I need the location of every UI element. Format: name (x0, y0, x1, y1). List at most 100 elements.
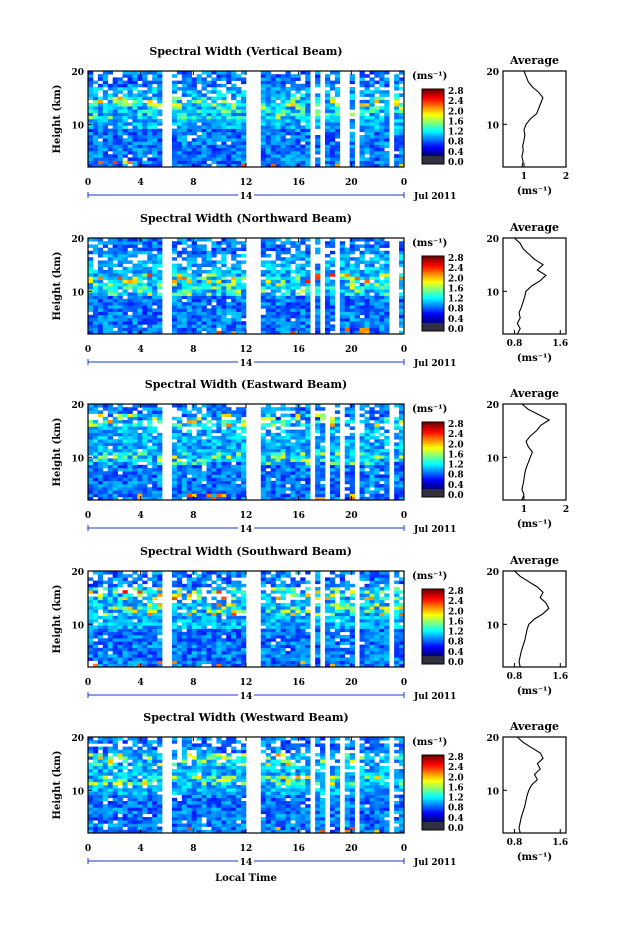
heatmap-cell (231, 282, 237, 287)
heatmap-cell (334, 109, 341, 113)
heatmap-cell (359, 260, 365, 264)
heatmap-cell (102, 157, 109, 161)
heatmap-cell (290, 487, 296, 491)
heatmap-cell (176, 292, 183, 296)
heatmap-cell (181, 436, 188, 440)
heatmap-cell (236, 474, 242, 478)
heatmap-cell (379, 270, 385, 274)
heatmap-cell (226, 442, 232, 446)
heatmap-cell (384, 493, 390, 498)
heatmap-cell (132, 266, 138, 271)
heatmap-cell (241, 122, 247, 126)
heatmap-cell (325, 295, 331, 300)
heatmap-cell (364, 445, 370, 450)
colorbar-step (422, 267, 444, 270)
heatmap-cell (329, 106, 336, 110)
heatmap-cell (176, 254, 183, 258)
heatmap-cell (369, 455, 375, 459)
profile-frame (502, 237, 567, 335)
heatmap-cell (384, 270, 390, 274)
heatmap-cell (176, 426, 183, 430)
heatmap-cell (305, 250, 311, 255)
heatmap-cell (359, 257, 365, 261)
heatmap-cell (231, 74, 237, 78)
heatmap-cell (181, 464, 188, 469)
heatmap-cell (176, 128, 183, 133)
heatmap-cell (384, 407, 390, 411)
heatmap-cell (325, 244, 331, 248)
heatmap-cell (112, 103, 118, 107)
heatmap-cell (300, 448, 306, 453)
heatmap-cell (295, 324, 301, 328)
colorbar-step (422, 120, 444, 123)
heatmap-cell (290, 270, 296, 274)
heatmap-cell (221, 99, 227, 104)
heatmap-cell (280, 314, 286, 319)
heatmap-cell (359, 295, 365, 300)
heatmap-cell (152, 474, 158, 478)
heatmap-cell (206, 163, 212, 168)
heatmap-cell (369, 154, 375, 158)
heatmap-cell (92, 289, 99, 293)
heatmap-cell (107, 99, 113, 104)
heatmap-cell (359, 80, 365, 85)
heatmap-cell (305, 87, 311, 91)
heatmap-cell (137, 436, 143, 440)
heatmap-cell (226, 327, 232, 332)
heatmap-cell (374, 321, 380, 325)
heatmap-cell (226, 292, 232, 296)
heatmap-cell (305, 131, 311, 136)
heatmap-cell (369, 295, 375, 300)
heatmap-cell (325, 327, 331, 332)
heatmap-cell (147, 270, 153, 274)
heatmap-cell (142, 115, 148, 120)
heatmap-cell (171, 571, 178, 575)
heatmap-cell (374, 119, 380, 123)
heatmap-cell (206, 436, 212, 440)
heatmap-cell (142, 660, 148, 665)
heatmap-cell (176, 138, 183, 142)
heatmap-cell (280, 141, 286, 145)
heatmap-cell (236, 455, 242, 459)
heatmap-cell (152, 157, 158, 161)
heatmap-cell (206, 279, 212, 284)
heatmap-cell (201, 458, 207, 462)
heatmap-cell (231, 77, 237, 81)
heatmap-cell (117, 295, 123, 300)
colorbar-step (422, 464, 444, 468)
heatmap-cell (216, 436, 222, 440)
panel-title: Spectral Width (Eastward Beam) (145, 378, 347, 391)
heatmap-cell (216, 410, 222, 414)
heatmap-cell (280, 128, 286, 133)
heatmap-cell (171, 606, 178, 610)
heatmap-cell (349, 90, 355, 94)
heatmap-cell (88, 96, 94, 101)
heatmap-cell (157, 318, 163, 322)
heatmap-cell (127, 286, 133, 290)
heatmap-cell (379, 119, 385, 123)
heatmap-cell (176, 471, 183, 475)
heatmap-cell (305, 154, 311, 158)
heatmap-cell (265, 273, 271, 277)
heatmap-cell (147, 330, 153, 335)
heatmap-cell (349, 452, 355, 456)
heatmap-cell (300, 318, 306, 322)
heatmap-cell (315, 276, 321, 280)
heatmap-cell (290, 135, 296, 139)
heatmap-cell (122, 410, 128, 414)
heatmap-cell (157, 109, 163, 113)
heatmap-cell (147, 651, 153, 655)
heatmap-cell (112, 247, 118, 252)
heatmap-cell (285, 93, 291, 97)
heatmap-cell (369, 80, 375, 85)
heatmap-cell (226, 109, 232, 113)
heatmap-cell (270, 141, 276, 145)
heatmap-cell (152, 461, 158, 466)
heatmap-cell (206, 147, 212, 152)
heatmap-cell (157, 477, 163, 482)
heatmap-cell (226, 445, 232, 450)
heatmap-cell (176, 455, 183, 459)
colorbar-step (422, 89, 444, 92)
heatmap-cell (92, 109, 99, 113)
heatmap-cell (157, 250, 163, 255)
